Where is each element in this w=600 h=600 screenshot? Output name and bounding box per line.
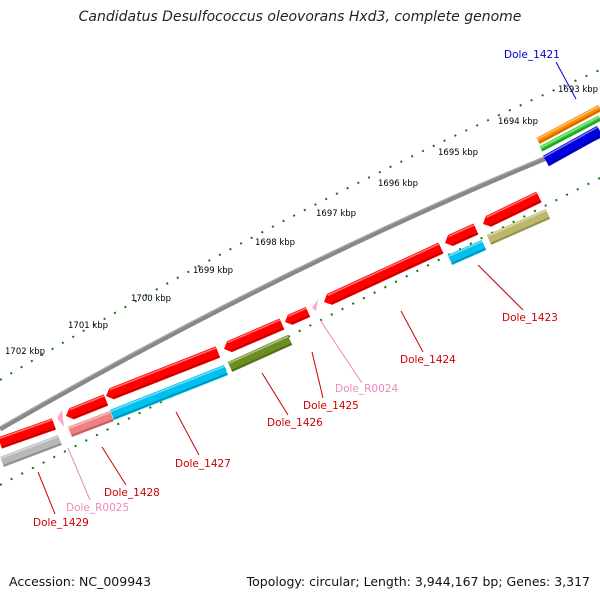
tick-label: 1698 kbp	[255, 238, 295, 248]
gene-label-dole-1424[interactable]: Dole_1424	[400, 354, 456, 366]
gene-bar-dole-1426[interactable]	[222, 318, 285, 354]
rna-marker-dole-r0025[interactable]	[57, 410, 64, 427]
gene-label-dole-1428[interactable]: Dole_1428	[104, 487, 160, 499]
gene-label-dole-1425[interactable]: Dole_1425	[303, 400, 359, 412]
tick-label: 1693 kbp	[558, 85, 598, 95]
tick-label: 1695 kbp	[438, 148, 478, 158]
gene-label-dole-1421[interactable]: Dole_1421	[504, 49, 560, 61]
gene-bar-dole-1421-green[interactable]	[539, 115, 600, 152]
cog-bar-dole-1429[interactable]	[0, 434, 62, 468]
gene-bar-dole-1427[interactable]	[104, 346, 221, 401]
cog-bar-dole-1424[interactable]	[447, 239, 487, 266]
gene-label-dole-1427[interactable]: Dole_1427	[175, 458, 231, 470]
genome-backbone	[0, 133, 600, 432]
gene-label-dole-1424-leader	[400, 310, 424, 353]
gene-label-dole-1423-leader	[477, 264, 524, 311]
gene-label-dole-r0024[interactable]: Dole_R0024	[335, 383, 398, 395]
gene-label-dole-1426[interactable]: Dole_1426	[267, 417, 323, 429]
page-title: Candidatus Desulfococcus oleovorans Hxd3…	[78, 9, 522, 25]
gene-bar-dole-1425[interactable]	[283, 306, 311, 327]
cog-bar-dole-1428[interactable]	[68, 410, 114, 438]
genome-summary-text: Topology: circular; Length: 3,944,167 bp…	[246, 574, 590, 589]
gene-bar-dole-1421-blue[interactable]	[543, 125, 600, 167]
gene-label-dole-1428-leader	[101, 446, 127, 486]
tick-label: 1700 kbp	[131, 294, 171, 304]
gene-bar-dole-1428[interactable]	[64, 394, 109, 421]
tick-label: 1694 kbp	[498, 117, 538, 127]
cog-bar-dole-1427[interactable]	[109, 364, 229, 421]
gene-label-dole-1426-leader	[261, 372, 289, 416]
gene-bar-dole-1424[interactable]	[321, 242, 444, 308]
gene-bar-dole-1423b[interactable]	[480, 191, 542, 230]
cog-bar-dole-1423[interactable]	[486, 208, 551, 246]
gene-label-dole-r0024-leader	[319, 319, 363, 384]
accession-text: Accession: NC_009943	[9, 574, 152, 589]
gene-label-dole-1425-leader	[311, 351, 324, 399]
gene-label-dole-r0025[interactable]: Dole_R0025	[66, 502, 129, 514]
gene-bar-dole-1421-orange[interactable]	[536, 104, 600, 145]
rna-marker-dole-r0024[interactable]	[312, 299, 318, 311]
gene-label-dole-1429[interactable]: Dole_1429	[33, 517, 89, 529]
gene-label-dole-1429-leader	[37, 471, 56, 515]
tick-label: 1701 kbp	[68, 321, 108, 331]
gene-label-dole-1421-leader	[555, 61, 577, 100]
gene-label-dole-1423[interactable]: Dole_1423	[502, 312, 558, 324]
tick-label: 1696 kbp	[378, 179, 418, 189]
gene-label-dole-1427-leader	[175, 411, 200, 456]
genome-backbone-highlight	[0, 133, 600, 428]
gene-label-dole-r0025-leader	[67, 447, 91, 501]
tick-label: 1699 kbp	[193, 266, 233, 276]
gene-bar-dole-1429[interactable]	[0, 418, 56, 449]
inner-tick-ring	[0, 177, 600, 486]
cog-bar-dole-1426[interactable]	[227, 334, 293, 373]
tick-label: 1702 kbp	[5, 347, 45, 357]
tick-label: 1697 kbp	[316, 209, 356, 219]
gene-bar-dole-1423a[interactable]	[443, 223, 479, 249]
